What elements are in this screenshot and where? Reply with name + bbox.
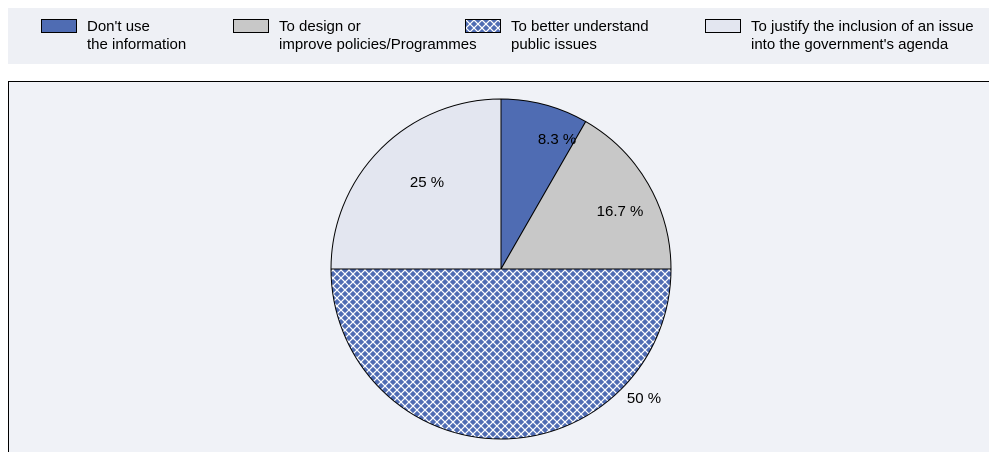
pie-slice-justify-agenda xyxy=(330,98,502,270)
legend-label-understand-issues: To better understand public issues xyxy=(511,18,649,53)
legend-swatch-dont-use xyxy=(41,19,77,33)
legend-item-dont-use: Don't use the information xyxy=(41,18,186,54)
pie-chart: 8.3 % 16.7 % 50 % 25 % xyxy=(330,98,672,440)
legend-swatch-design-policies xyxy=(233,19,269,33)
legend-label-design-policies: To design or improve policies/Programmes xyxy=(279,18,477,53)
data-label-understand-issues: 50 % xyxy=(627,390,661,407)
legend-label-dont-use: Don't use the information xyxy=(87,18,187,53)
data-label-design-policies: 16.7 % xyxy=(597,203,644,220)
pie-slice-design-policies xyxy=(500,120,672,270)
pie-slice-understand-issues xyxy=(330,268,672,440)
legend-label-justify-agenda: To justify the inclusion of an issue int… xyxy=(751,18,974,53)
legend: Don't use the information To design or i… xyxy=(8,8,989,64)
legend-swatch-understand-issues xyxy=(465,19,501,33)
data-label-dont-use: 8.3 % xyxy=(538,131,576,148)
data-label-justify-agenda: 25 % xyxy=(410,174,444,191)
legend-item-understand-issues: To better understand public issues xyxy=(465,18,649,54)
legend-item-justify-agenda: To justify the inclusion of an issue int… xyxy=(705,18,974,54)
legend-swatch-justify-agenda xyxy=(705,19,741,33)
legend-item-design-policies: To design or improve policies/Programmes xyxy=(233,18,477,54)
chart-panel: 8.3 % 16.7 % 50 % 25 % xyxy=(8,81,989,452)
pie-slice-dont-use xyxy=(500,98,587,271)
